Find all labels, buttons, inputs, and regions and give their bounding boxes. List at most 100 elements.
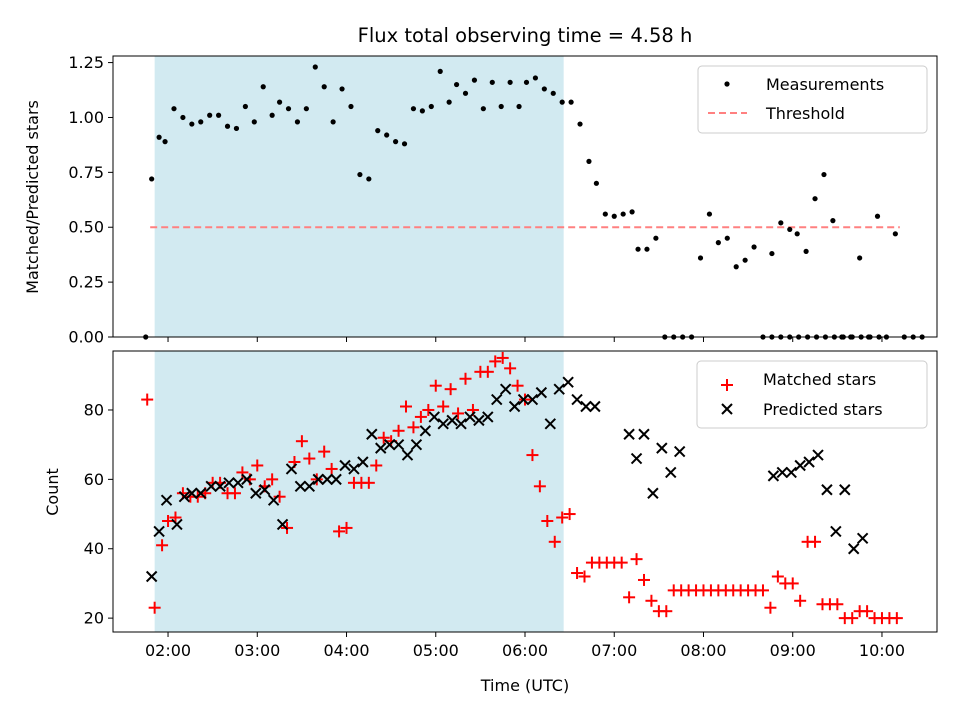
predicted-point-29 xyxy=(401,449,414,461)
measurement-point-68 xyxy=(733,264,739,270)
measurement-point-44 xyxy=(523,79,530,85)
top-legend-box xyxy=(697,65,928,134)
matched-point-101 xyxy=(890,612,903,625)
legend-measurements-label: Measurements xyxy=(766,75,884,94)
matched-point-70 xyxy=(660,605,673,618)
measurement-point-42 xyxy=(507,79,513,85)
matched-point-30 xyxy=(362,476,375,489)
predicted-point-49 xyxy=(580,400,592,413)
predicted-point-59 xyxy=(776,466,789,479)
measurement-point-31 xyxy=(410,106,417,112)
matched-point-85 xyxy=(771,570,784,583)
predicted-point-63 xyxy=(812,449,824,461)
predicted-point-54 xyxy=(647,487,659,499)
measurement-point-35 xyxy=(446,99,452,105)
matched-point-1 xyxy=(148,601,161,614)
predicted-star-points xyxy=(145,376,869,583)
predicted-point-7 xyxy=(205,480,217,493)
measurement-point-15 xyxy=(269,112,275,118)
legend-measurement-marker xyxy=(724,81,730,87)
matched-star-points xyxy=(141,351,903,625)
top-ytick-label-1: 0.25 xyxy=(68,273,104,292)
matched-point-58 xyxy=(571,567,584,580)
measurement-point-97 xyxy=(874,213,881,219)
matched-point-54 xyxy=(541,514,554,527)
bottom-legend: Matched stars Predicted stars xyxy=(696,360,928,429)
matched-point-0 xyxy=(141,393,154,406)
measurement-point-69 xyxy=(742,257,748,263)
measurement-point-12 xyxy=(242,103,248,110)
matched-point-47 xyxy=(489,355,502,368)
measurement-point-85 xyxy=(769,250,775,257)
xtick-label-0: 02:00 xyxy=(145,641,191,660)
measurement-point-32 xyxy=(419,108,425,114)
measurement-point-4 xyxy=(171,106,177,112)
measurement-point-10 xyxy=(224,123,231,129)
xtick-label-7: 09:00 xyxy=(770,641,816,660)
measurement-point-18 xyxy=(294,119,301,125)
measurement-point-25 xyxy=(357,171,363,178)
bottom-ytick-label-2: 60 xyxy=(84,470,104,489)
predicted-point-31 xyxy=(419,425,432,437)
matched-point-49 xyxy=(504,362,517,375)
top-y-ticks: 0.00 0.25 0.50 0.75 1.00 1.25 xyxy=(68,53,113,347)
predicted-point-23 xyxy=(348,463,360,475)
measurement-point-37 xyxy=(462,90,469,96)
matched-point-37 xyxy=(414,410,427,423)
matched-point-90 xyxy=(809,535,822,548)
top-x-ticks xyxy=(167,337,883,342)
predicted-point-62 xyxy=(803,456,815,468)
predicted-point-46 xyxy=(553,383,565,395)
measurement-point-11 xyxy=(233,125,240,132)
matched-point-87 xyxy=(786,577,799,590)
predicted-point-18 xyxy=(303,480,316,493)
measurement-point-87 xyxy=(787,226,793,233)
measurement-point-1 xyxy=(149,176,155,182)
matched-point-2 xyxy=(156,539,169,552)
matched-point-68 xyxy=(645,594,658,607)
matched-point-67 xyxy=(637,573,650,586)
measurement-point-8 xyxy=(207,112,213,118)
xtick-label-1: 03:00 xyxy=(234,641,280,660)
measurement-point-43 xyxy=(516,103,522,110)
measurement-point-27 xyxy=(375,128,381,134)
predicted-point-57 xyxy=(673,445,686,458)
matched-point-43 xyxy=(459,372,472,385)
measurement-point-40 xyxy=(489,79,495,85)
measurement-point-95 xyxy=(857,255,863,261)
matched-point-35 xyxy=(400,400,413,413)
matched-point-65 xyxy=(623,591,636,604)
predicted-point-47 xyxy=(562,376,574,388)
top-ytick-label-0: 0.00 xyxy=(68,328,104,347)
matched-point-59 xyxy=(578,570,591,583)
matched-point-97 xyxy=(861,605,874,618)
measurement-point-48 xyxy=(559,99,565,105)
predicted-point-41 xyxy=(508,400,521,413)
measurement-point-66 xyxy=(715,240,721,246)
chart-title: Flux total observing time = 4.58 h xyxy=(358,24,693,47)
bottom-ytick-label-1: 40 xyxy=(84,539,104,558)
top-panel: 0.00 0.25 0.50 0.75 1.00 1.25 Matched/Predict… xyxy=(23,53,938,347)
predicted-point-12 xyxy=(250,487,262,499)
matched-point-21 xyxy=(295,435,308,448)
measurement-point-9 xyxy=(216,112,222,118)
matched-point-26 xyxy=(333,525,346,538)
predicted-point-36 xyxy=(464,411,476,423)
measurement-point-3 xyxy=(162,139,168,145)
predicted-point-67 xyxy=(848,543,860,555)
matched-point-12 xyxy=(228,487,241,500)
measurement-point-38 xyxy=(471,77,478,83)
matched-point-22 xyxy=(303,452,316,465)
predicted-point-20 xyxy=(321,473,333,486)
measurement-point-34 xyxy=(437,68,443,74)
matched-point-17 xyxy=(266,473,279,486)
measurement-point-50 xyxy=(577,121,583,127)
matched-point-51 xyxy=(519,393,531,406)
measurement-point-21 xyxy=(321,84,327,90)
predicted-point-5 xyxy=(186,487,198,499)
measurement-point-47 xyxy=(550,90,556,96)
measurement-point-53 xyxy=(602,211,608,217)
measurement-point-56 xyxy=(629,209,635,215)
matched-point-24 xyxy=(318,445,331,458)
legend-predicted-marker xyxy=(721,403,733,415)
